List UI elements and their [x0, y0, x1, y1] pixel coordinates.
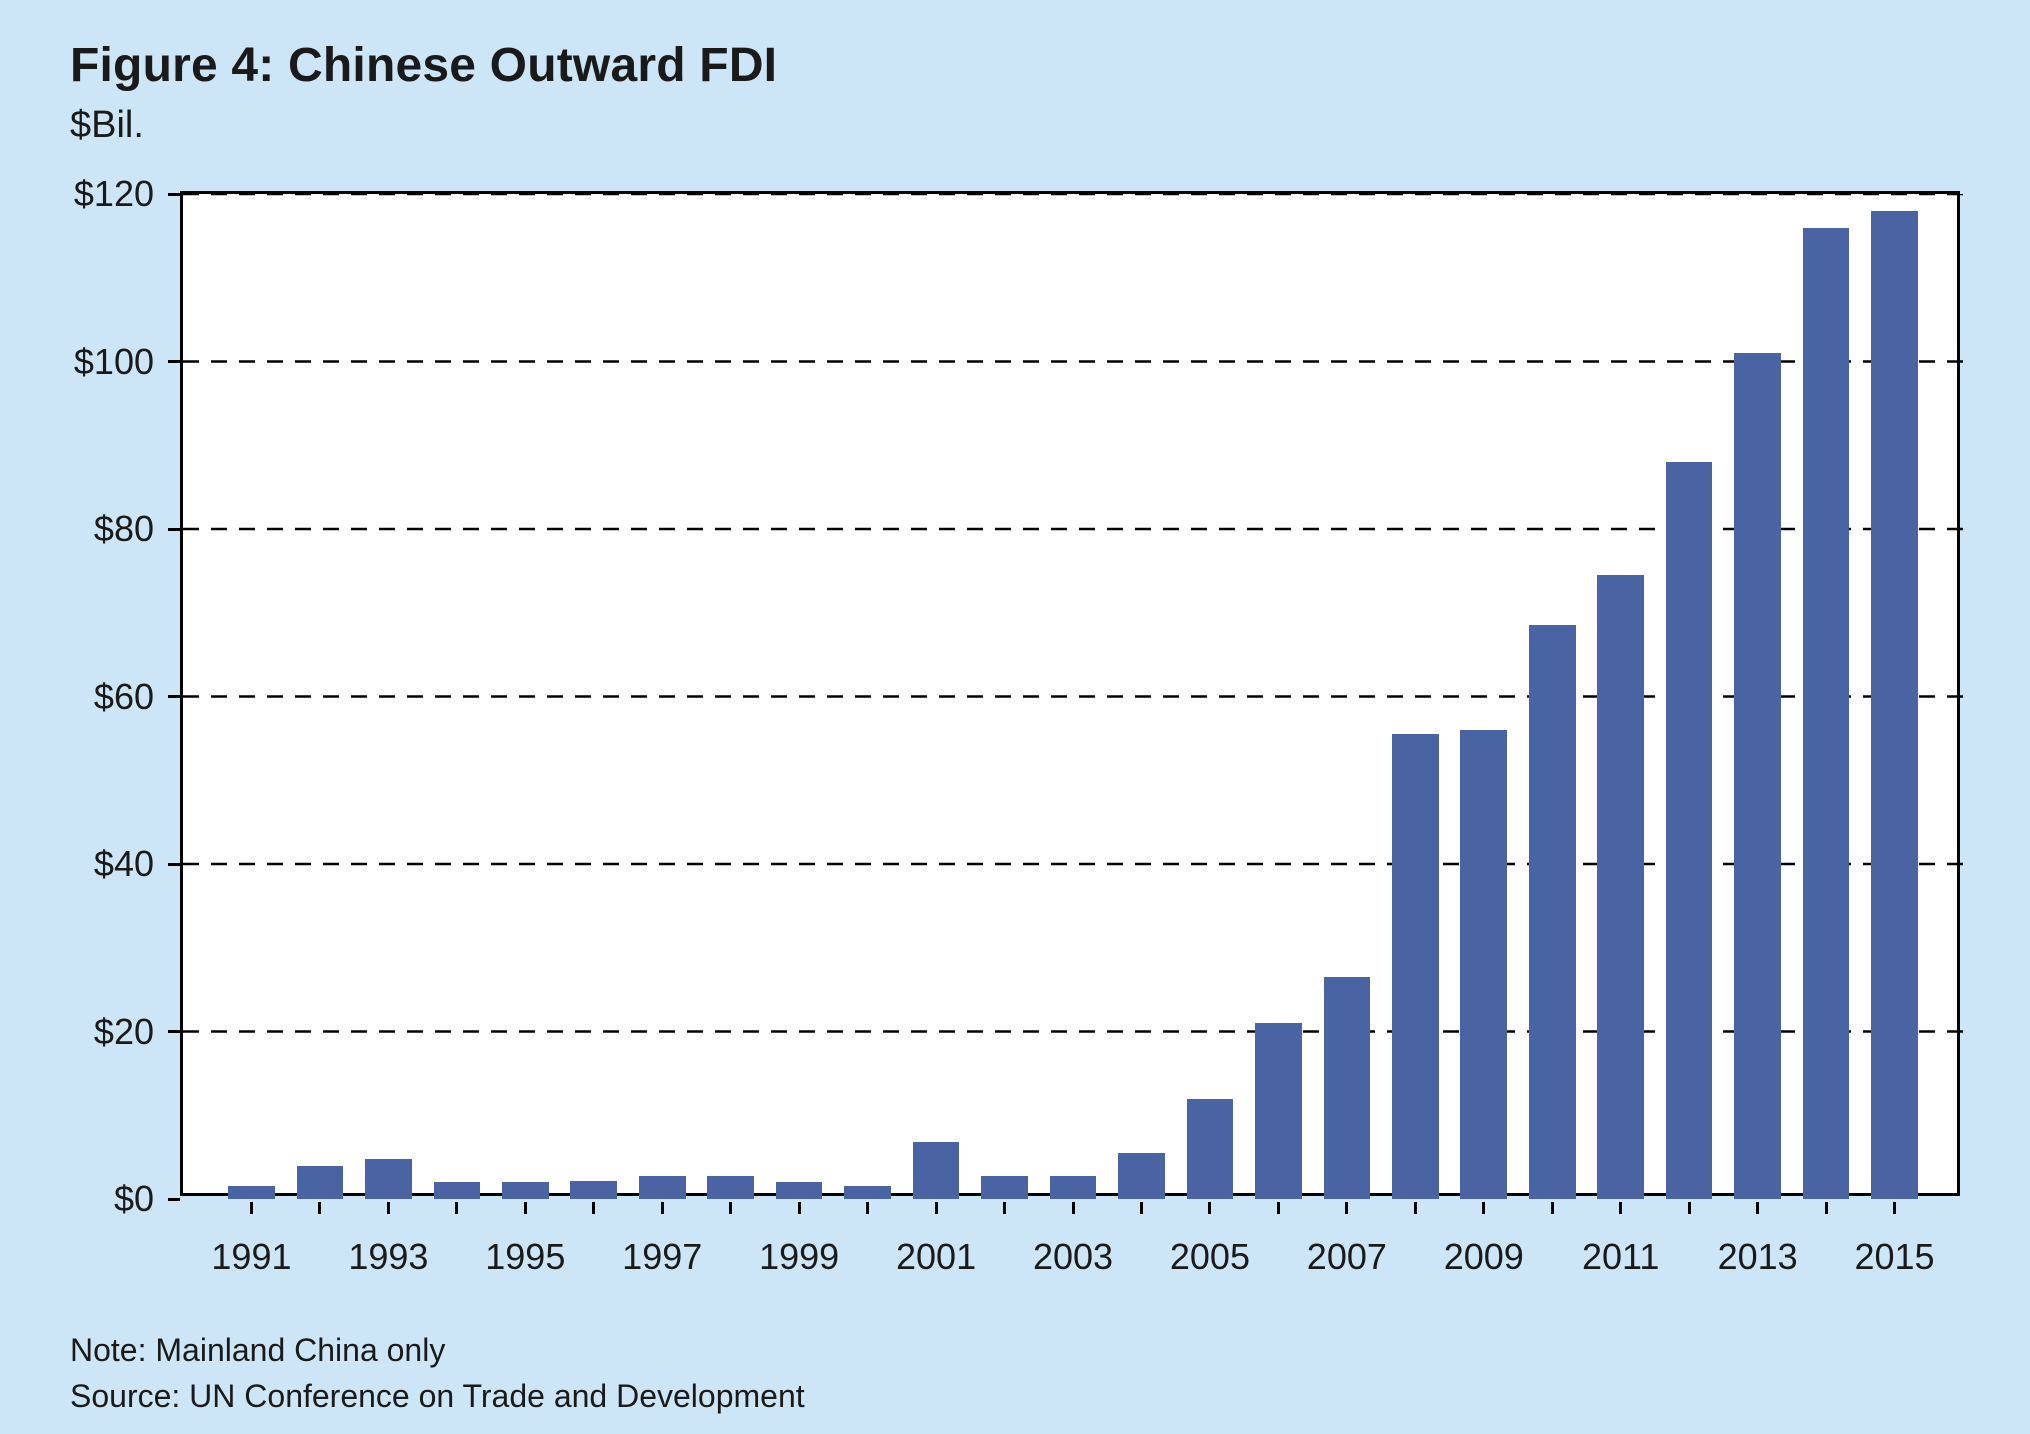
x-tick-mark — [1277, 1202, 1280, 1214]
bar-2005 — [1187, 1099, 1234, 1200]
bar-2000 — [844, 1186, 891, 1199]
y-tick-label: $60 — [70, 676, 154, 718]
bar-1994 — [434, 1182, 481, 1199]
x-tick-label: 2001 — [896, 1236, 976, 1278]
x-tick-mark — [1688, 1202, 1691, 1214]
x-tick-label: 1993 — [348, 1236, 428, 1278]
x-tick-label: 2011 — [1582, 1236, 1659, 1278]
x-tick-mark — [1893, 1202, 1896, 1214]
x-tick-mark — [1551, 1202, 1554, 1214]
x-tick-mark — [729, 1202, 732, 1214]
y-tick-mark — [168, 1030, 180, 1033]
figure-subtitle: $Bil. — [70, 104, 144, 147]
bar-2004 — [1118, 1153, 1165, 1199]
x-tick-mark — [1756, 1202, 1759, 1214]
bar-2007 — [1324, 977, 1371, 1199]
y-tick-mark — [168, 528, 180, 531]
bar-1992 — [297, 1166, 344, 1200]
y-tick-label: $40 — [70, 843, 154, 885]
y-tick-label: $120 — [70, 173, 154, 215]
y-tick-mark — [168, 1198, 180, 1201]
x-tick-mark — [318, 1202, 321, 1214]
figure-title: Figure 4: Chinese Outward FDI — [70, 38, 777, 93]
bar-2013 — [1734, 353, 1781, 1199]
plot-area — [180, 191, 1960, 1196]
bar-1997 — [639, 1176, 686, 1199]
x-tick-mark — [1482, 1202, 1485, 1214]
y-tick-mark — [168, 360, 180, 363]
bar-1996 — [570, 1181, 617, 1199]
x-tick-label: 1991 — [211, 1236, 291, 1278]
x-tick-mark — [1072, 1202, 1075, 1214]
x-tick-label: 1997 — [622, 1236, 702, 1278]
x-tick-mark — [866, 1202, 869, 1214]
footer-source: Source: UN Conference on Trade and Devel… — [70, 1378, 805, 1415]
x-tick-label: 1995 — [485, 1236, 565, 1278]
bar-2006 — [1255, 1023, 1302, 1199]
x-tick-label: 2005 — [1170, 1236, 1250, 1278]
x-tick-mark — [455, 1202, 458, 1214]
x-tick-label: 2013 — [1718, 1236, 1798, 1278]
bar-2014 — [1803, 228, 1850, 1200]
bar-2011 — [1597, 575, 1644, 1199]
x-tick-mark — [935, 1202, 938, 1214]
x-tick-label: 2007 — [1307, 1236, 1387, 1278]
bar-1995 — [502, 1182, 549, 1199]
x-tick-mark — [1345, 1202, 1348, 1214]
x-tick-mark — [524, 1202, 527, 1214]
bar-2008 — [1392, 734, 1439, 1199]
x-tick-label: 2015 — [1854, 1236, 1934, 1278]
bar-2001 — [913, 1142, 960, 1199]
x-tick-mark — [1208, 1202, 1211, 1214]
bar-2015 — [1871, 211, 1918, 1199]
bar-2010 — [1529, 625, 1576, 1199]
x-tick-label: 2003 — [1033, 1236, 1113, 1278]
x-tick-mark — [1619, 1202, 1622, 1214]
chart-container: $0 $20 $40 $60 $80 $100 $120 1991 1993 1995 1997 1… — [70, 175, 1960, 1275]
bar-2002 — [981, 1176, 1028, 1199]
y-tick-mark — [168, 863, 180, 866]
y-tick-label: $0 — [70, 1178, 154, 1220]
bar-1991 — [228, 1186, 275, 1199]
page: Figure 4: Chinese Outward FDI $Bil. $0 $2… — [0, 0, 2030, 1434]
x-tick-mark — [1003, 1202, 1006, 1214]
footer-note: Note: Mainland China only — [70, 1332, 445, 1369]
x-tick-mark — [661, 1202, 664, 1214]
bar-2003 — [1050, 1176, 1097, 1199]
y-tick-label: $80 — [70, 508, 154, 550]
bar-1998 — [707, 1176, 754, 1199]
x-tick-mark — [1414, 1202, 1417, 1214]
x-tick-mark — [592, 1202, 595, 1214]
y-tick-mark — [168, 695, 180, 698]
bar-2012 — [1666, 462, 1713, 1199]
x-tick-label: 1999 — [759, 1236, 839, 1278]
bar-1999 — [776, 1182, 823, 1199]
x-tick-mark — [387, 1202, 390, 1214]
x-tick-mark — [1825, 1202, 1828, 1214]
bar-2009 — [1460, 730, 1507, 1199]
y-tick-label: $100 — [70, 341, 154, 383]
x-tick-mark — [1140, 1202, 1143, 1214]
x-tick-label: 2009 — [1444, 1236, 1524, 1278]
y-tick-label: $20 — [70, 1011, 154, 1053]
bars-layer — [183, 194, 1963, 1199]
x-tick-mark — [798, 1202, 801, 1214]
x-tick-mark — [250, 1202, 253, 1214]
y-tick-mark — [168, 193, 180, 196]
bar-1993 — [365, 1159, 412, 1199]
